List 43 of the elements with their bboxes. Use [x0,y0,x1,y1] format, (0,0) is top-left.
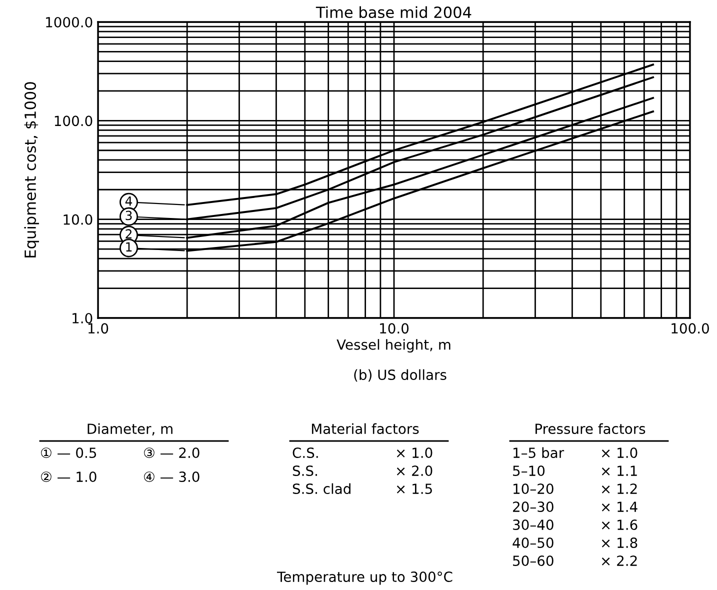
legend-label: 3 [126,210,132,220]
text: × 1.0 [396,448,432,458]
text: ① — 0.5 [41,448,96,458]
chart-title: Time base mid 2004 [316,6,472,18]
y-axis-title: Equipment cost, $1000 [24,82,39,258]
text: × 1.1 [602,466,637,476]
x-tick-label: 10.0 [380,323,409,334]
y-tick-label: 1.0 [72,312,92,324]
legend-label: 2 [126,229,132,238]
x-axis-title: Vessel height, m [336,339,450,353]
legend-label: 4 [125,196,132,206]
text: 50–60 [513,556,554,566]
text: 1–5 bar [514,447,564,458]
text: × 1.2 [602,484,637,494]
text: × 2.0 [396,466,432,476]
text: 10–20 [514,484,554,494]
text: Diameter, m [88,423,172,436]
text: ② — 1.0 [41,472,96,482]
text: × 1.8 [602,538,638,548]
text: S.S. clad [292,483,350,494]
text: Temperature up to 300°C [276,572,452,585]
text: × 2.2 [602,556,637,566]
text: Pressure factors [536,423,646,434]
text: × 1.0 [602,448,638,458]
text: ③ — 2.0 [144,448,200,458]
text: 5–10 [513,466,545,476]
x-tick-label: 1.0 [88,323,108,334]
text: C.S. [292,448,318,458]
y-tick-label: 10.0 [64,214,92,225]
y-tick-label: 100.0 [54,116,92,126]
text: (b) US dollars [354,369,446,382]
text: 40–50 [512,538,554,548]
text: 30–40 [513,520,554,530]
text: S.S. [292,466,317,476]
text: ④ — 3.0 [144,472,200,482]
text: × 1.5 [396,484,432,494]
legend-label: 1 [126,242,132,252]
x-tick-label: 100.0 [672,323,709,334]
y-tick-label: 1000.0 [46,16,92,28]
text: × 1.6 [602,520,638,530]
text: 20–30 [513,502,554,512]
text: × 1.4 [602,502,638,512]
text: Material factors [312,423,419,434]
